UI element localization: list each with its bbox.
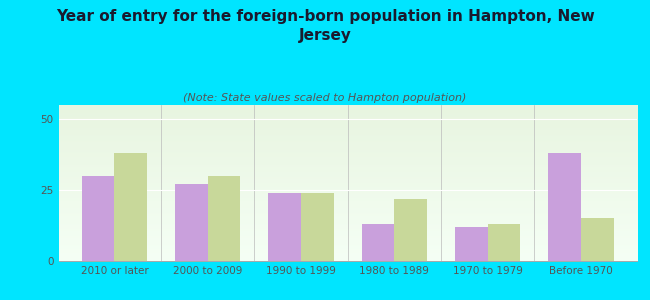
Text: (Note: State values scaled to Hampton population): (Note: State values scaled to Hampton po… [183, 93, 467, 103]
Bar [82, 176, 114, 261]
Bar [549, 153, 581, 261]
Bar [581, 218, 614, 261]
Text: Year of entry for the foreign-born population in Hampton, New
Jersey: Year of entry for the foreign-born popul… [56, 9, 594, 43]
Bar [301, 193, 333, 261]
Bar [395, 199, 427, 261]
Bar [175, 184, 208, 261]
Bar [268, 193, 301, 261]
Bar [114, 153, 147, 261]
Bar [362, 224, 395, 261]
Bar [208, 176, 240, 261]
Bar [488, 224, 521, 261]
Bar [455, 227, 488, 261]
